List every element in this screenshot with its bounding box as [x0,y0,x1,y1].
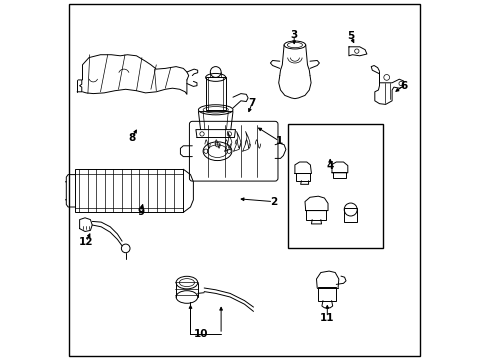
Text: 5: 5 [346,31,354,41]
Text: 10: 10 [193,329,207,339]
Bar [75,169,183,212]
Text: 6: 6 [399,81,407,91]
Text: 8: 8 [128,132,136,143]
Text: 12: 12 [79,237,93,247]
Text: 1: 1 [275,136,283,146]
Text: 9: 9 [137,207,144,217]
Text: 11: 11 [319,312,334,323]
Text: 7: 7 [248,98,256,108]
Text: 2: 2 [269,197,276,207]
Text: 3: 3 [290,30,297,40]
Bar [295,173,310,181]
Bar [344,208,356,222]
Bar [287,124,382,248]
Text: 4: 4 [326,161,333,171]
Bar [318,287,336,301]
Bar [306,210,325,220]
Bar [333,172,346,178]
Bar [205,77,225,110]
